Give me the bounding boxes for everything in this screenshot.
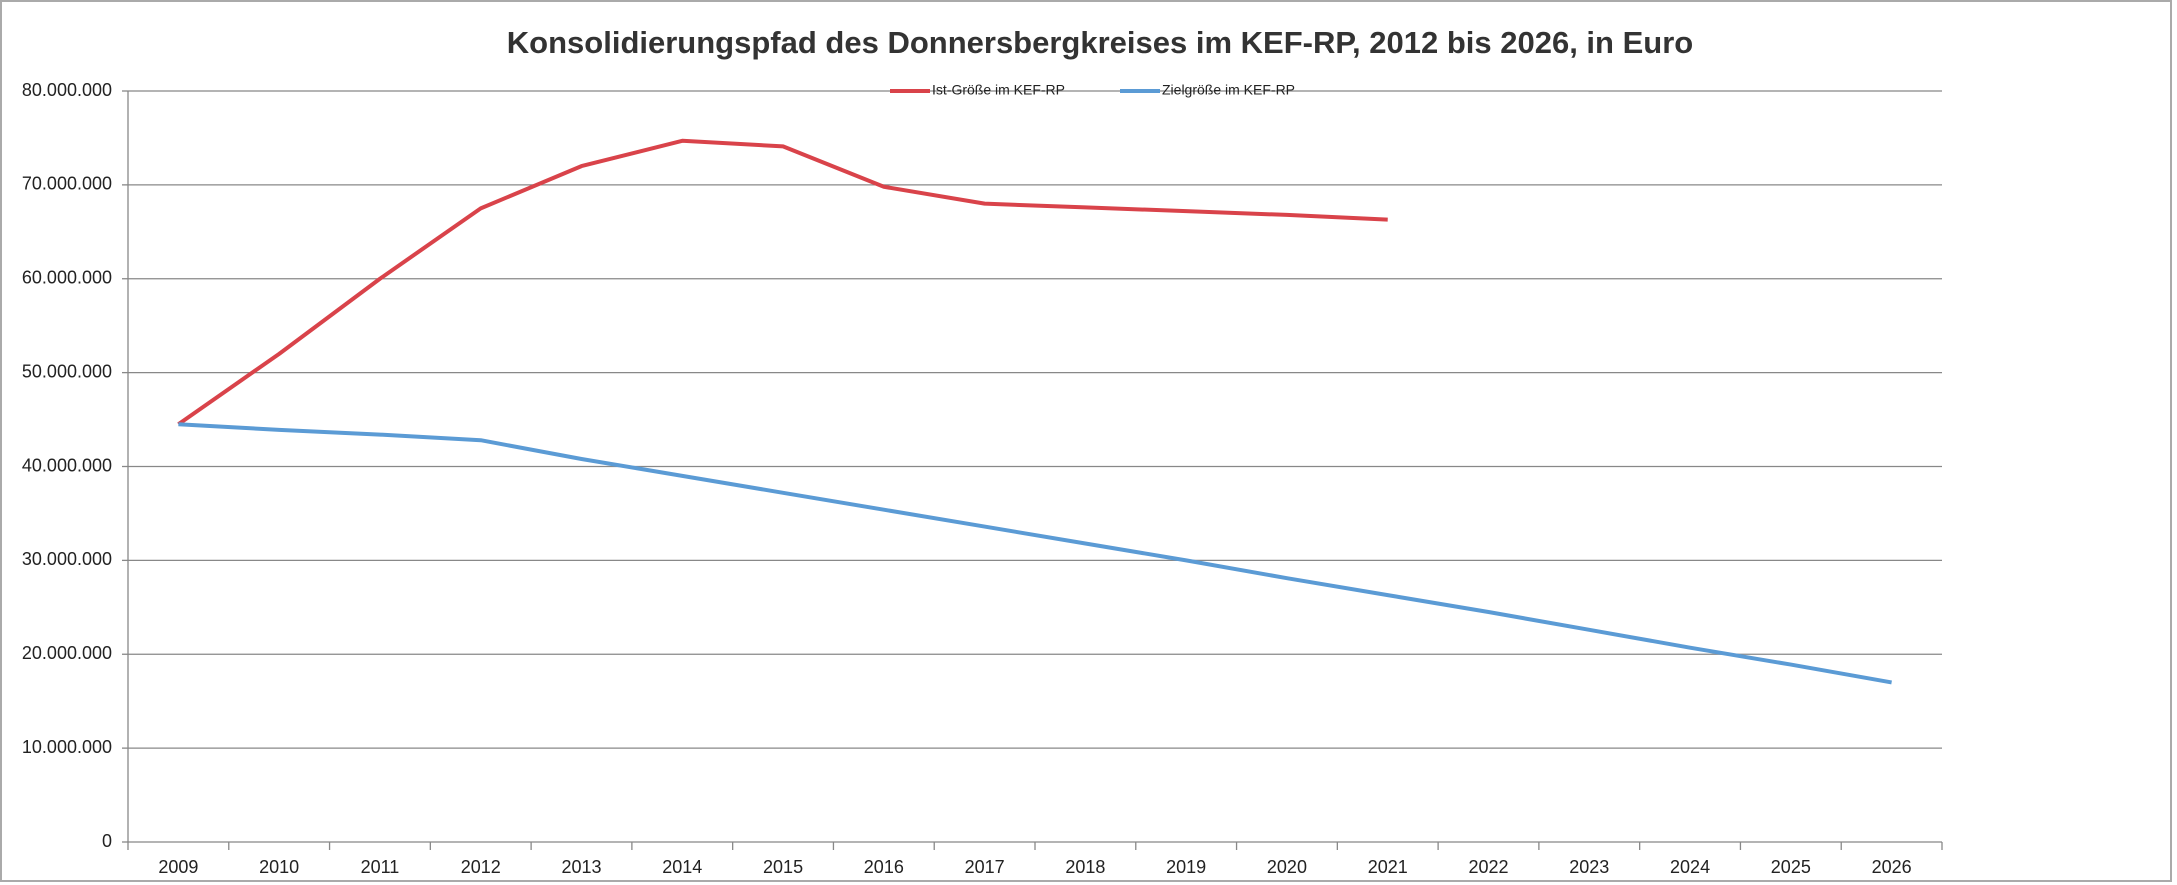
x-tick-label: 2010 [259,857,299,877]
y-tick-label: 60.000.000 [22,268,112,288]
x-tick-label: 2015 [763,857,803,877]
x-tick-label: 2026 [1872,857,1912,877]
x-tick-label: 2024 [1670,857,1710,877]
x-tick-label: 2018 [1065,857,1105,877]
x-tick-label: 2014 [662,857,702,877]
x-tick-label: 2020 [1267,857,1307,877]
x-tick-label: 2023 [1569,857,1609,877]
legend-label: Ist-Größe im KEF-RP [932,82,1065,98]
x-tick-label: 2009 [158,857,198,877]
x-tick-label: 2025 [1771,857,1811,877]
x-tick-label: 2016 [864,857,904,877]
y-tick-label: 40.000.000 [22,455,112,475]
series-line [177,138,1388,426]
x-tick-label: 2012 [461,857,501,877]
y-tick-label: 70.000.000 [22,174,112,194]
x-tick-label: 2017 [965,857,1005,877]
legend-label: Zielgröße im KEF-RP [1162,82,1295,98]
y-tick-label: 80.000.000 [22,80,112,100]
x-tick-label: 2022 [1468,857,1508,877]
y-tick-label: 20.000.000 [22,643,112,663]
y-tick-label: 30.000.000 [22,549,112,569]
x-tick-label: 2019 [1166,857,1206,877]
series-line [178,422,1892,685]
x-tick-label: 2021 [1368,857,1408,877]
x-tick-label: 2013 [561,857,601,877]
y-tick-label: 10.000.000 [22,737,112,757]
chart-title: Konsolidierungspfad des Donnersbergkreis… [507,25,1693,60]
y-tick-label: 50.000.000 [22,361,112,381]
y-tick-label: 0 [102,831,112,851]
x-tick-label: 2011 [361,857,400,877]
